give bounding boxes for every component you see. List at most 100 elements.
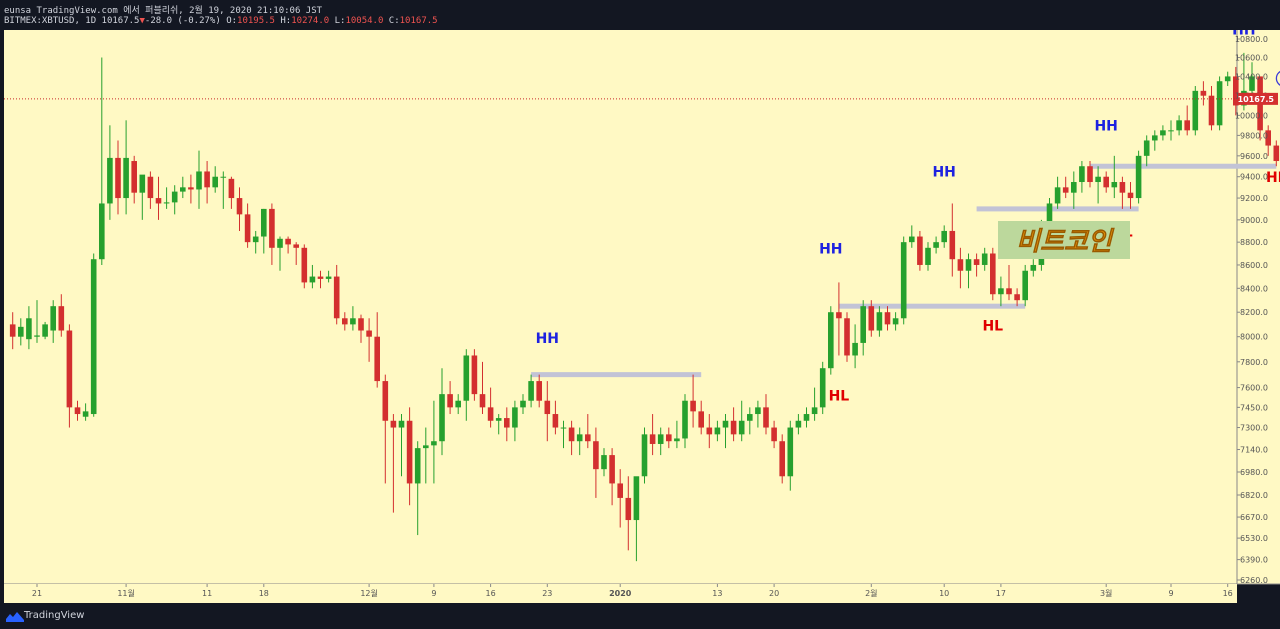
tradingview-logo-icon[interactable] (6, 611, 24, 622)
candle-body (860, 306, 866, 343)
candle-body (463, 355, 470, 401)
tradingview-brand[interactable]: TradingView (24, 610, 85, 621)
candle (674, 420, 680, 449)
x-tick-label: 16 (1223, 589, 1233, 598)
candle (730, 407, 737, 442)
candle (941, 225, 947, 248)
price-chart[interactable]: HHHLHHHLHHHLHHHLHH HH, 리테스팅 ?LH, 고점을 낮추는… (0, 30, 1280, 605)
candle-body (107, 157, 113, 204)
candle (1143, 135, 1150, 167)
candle-body (641, 434, 648, 477)
candle (1273, 140, 1280, 167)
hl-label: HL (1266, 170, 1280, 186)
retest-marker (1275, 70, 1280, 86)
candle-body (779, 441, 785, 477)
y-tick-label: 6980.0 (1240, 468, 1268, 477)
x-tick-label: 21 (32, 589, 42, 598)
low-value: 10054.0 (345, 16, 384, 26)
candle-body (382, 381, 389, 421)
candle (933, 236, 939, 254)
candle-body (803, 414, 810, 421)
candle-body (390, 420, 397, 428)
candle-body (836, 312, 842, 319)
candle (447, 381, 453, 415)
candle (90, 253, 97, 417)
candle (1095, 166, 1101, 204)
candle (536, 374, 542, 408)
support-line-0[interactable] (531, 372, 702, 378)
candle (1030, 259, 1037, 277)
y-tick-label: 6530.0 (1240, 534, 1268, 543)
candle-body (609, 455, 615, 484)
candle-body (909, 236, 915, 243)
candle (698, 400, 704, 435)
candle-body (1176, 120, 1182, 131)
last-price-badge-bg (1238, 92, 1278, 105)
candle (495, 414, 502, 435)
candle-body (925, 247, 931, 265)
candle-body (941, 230, 947, 243)
candle-body (657, 434, 664, 444)
candle (123, 120, 129, 215)
candle-body (398, 420, 405, 428)
candle (66, 324, 73, 428)
candle-body (1030, 264, 1037, 271)
candle-body (479, 394, 486, 408)
candle (828, 306, 834, 375)
candle (981, 247, 988, 271)
candle-body (617, 483, 623, 498)
y-tick-label: 10800.0 (1235, 35, 1268, 44)
y-tick-label: 6260.0 (1240, 576, 1268, 585)
support-line-3[interactable] (1090, 163, 1277, 169)
change-arrow-icon: ▼ (139, 16, 145, 26)
candle (1233, 66, 1239, 116)
y-tick-label: 8600.0 (1240, 261, 1268, 270)
candle (1184, 105, 1190, 136)
watermark: 비트코인 (998, 221, 1130, 259)
candle (512, 400, 518, 442)
hh-label: HH (1094, 118, 1117, 134)
candle (423, 427, 429, 484)
y-tick-label: 7800.0 (1240, 358, 1268, 367)
candle (1200, 81, 1207, 106)
time-axis[interactable] (4, 584, 1237, 603)
candle (520, 394, 526, 415)
candle (479, 361, 486, 415)
candle-body (1273, 145, 1280, 162)
x-tick-label: 9 (1168, 589, 1173, 598)
candle-body (139, 174, 146, 193)
candle (1224, 71, 1231, 87)
retest-circle (1275, 70, 1280, 86)
candle-body (552, 414, 559, 428)
candle-body (1022, 270, 1028, 301)
candle (917, 230, 923, 271)
candle (900, 236, 907, 325)
candle-body (900, 242, 907, 319)
candle (252, 230, 259, 254)
candle (317, 270, 324, 289)
candle-body (228, 178, 235, 199)
candle (1216, 76, 1223, 131)
candle-body (1095, 176, 1101, 183)
candle (973, 253, 980, 277)
candle (641, 427, 648, 484)
last-price-label: 10167.5 (101, 16, 140, 26)
candle-body (147, 176, 154, 199)
candle-body (690, 400, 696, 412)
candle-body (1014, 294, 1020, 301)
candle-body (990, 253, 996, 295)
candle (285, 236, 291, 254)
candle (844, 312, 850, 362)
support-line-1[interactable] (838, 303, 1026, 309)
candle-body (633, 476, 640, 521)
candle-body (163, 202, 170, 204)
candle-body (82, 411, 89, 417)
candle (1071, 171, 1077, 209)
symbol-label: BITMEX:XBTUSD, 1D (4, 16, 97, 26)
y-tick-label: 8400.0 (1240, 284, 1268, 293)
candle-body (50, 306, 56, 331)
candle-body (406, 420, 413, 484)
candle (657, 427, 664, 456)
candle-body (528, 381, 534, 401)
candle-body (884, 312, 891, 325)
